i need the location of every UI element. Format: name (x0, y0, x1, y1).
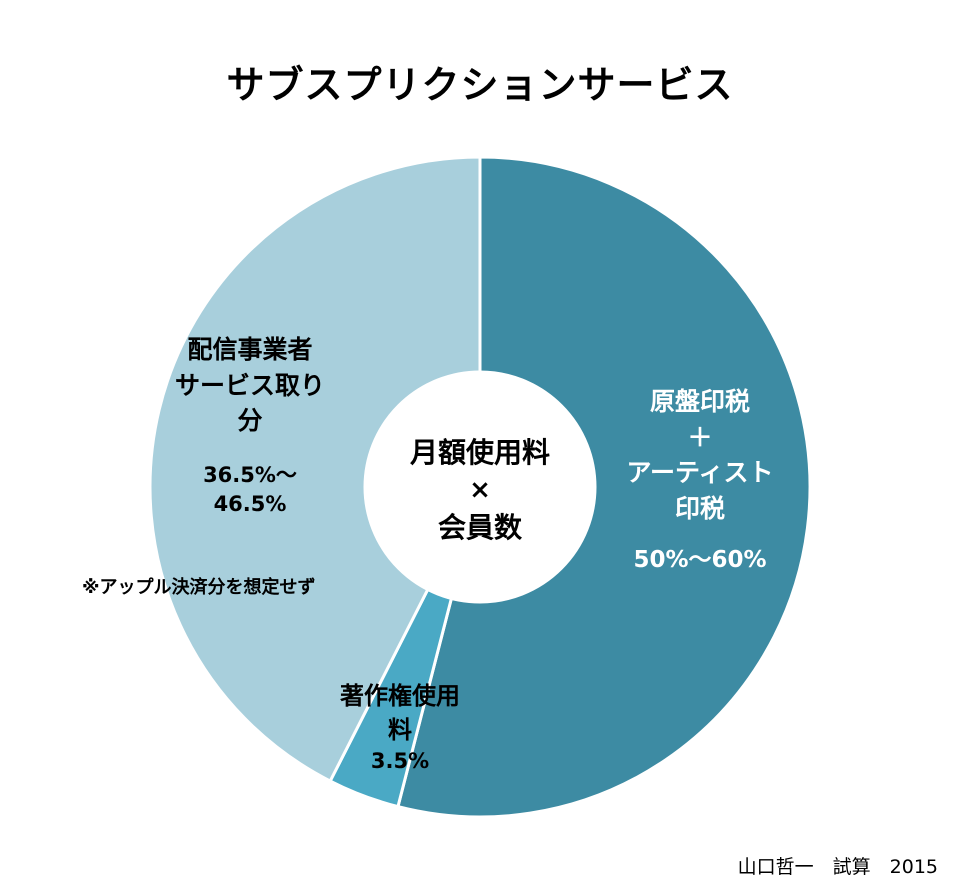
royalties-value: 50%～60% (633, 547, 767, 573)
distributor-value-line-1: 36.5%～ (203, 462, 297, 487)
royalties-label-line-3: アーティスト (626, 458, 774, 487)
distributor-label-line-3: 分 (237, 406, 263, 435)
royalties-label-line-4: 印税 (674, 493, 725, 523)
credit-text: 山口哲一 試算 2015 (737, 856, 938, 878)
center-label-line-1: 月額使用料 (409, 436, 550, 469)
donut-hole (363, 370, 597, 604)
slice-label-distributor: 配信事業者 サービス取り 分 36.5%～ 46.5% (150, 332, 350, 520)
distributor-label-line-2: サービス取り (174, 370, 325, 400)
slice-distributor (148, 155, 482, 784)
copyright-label-line-1: 著作権使用 (340, 682, 460, 710)
slice-royalties (396, 155, 812, 819)
royalties-label-line-1: 原盤印税 (649, 387, 750, 416)
center-label-line-2: × (469, 474, 491, 505)
copyright-value: 3.5% (370, 749, 430, 774)
center-label-line-3: 会員数 (437, 510, 522, 544)
donut-slices (148, 155, 812, 819)
chart-title: サブスプリクションサービス (226, 63, 734, 107)
royalties-label-line-2: ＋ (687, 422, 713, 452)
center-label: 月額使用料 × 会員数 (380, 434, 580, 547)
slice-label-royalties: 原盤印税 ＋ アーティスト 印税 50%～60% (600, 384, 800, 577)
distributor-label-line-1: 配信事業者 (187, 335, 313, 364)
distributor-note: ※アップル決済分を想定せず (82, 577, 316, 598)
copyright-label-line-2: 料 (388, 715, 412, 744)
distributor-value-line-2: 46.5% (213, 492, 287, 517)
slice-label-copyright: 著作権使用 料 3.5% (300, 680, 500, 777)
